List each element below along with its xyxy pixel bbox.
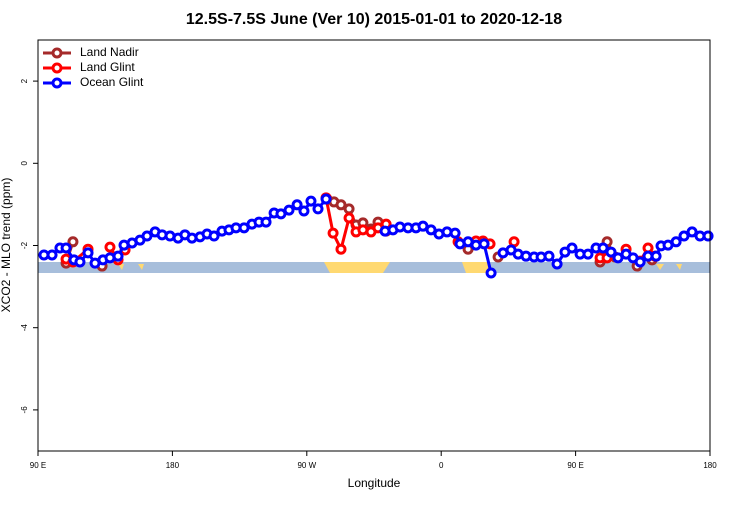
land-mask <box>38 262 710 273</box>
x-tick-label: 90 W <box>297 461 316 470</box>
data-point <box>678 230 690 242</box>
data-point <box>305 195 317 207</box>
legend-label: Land Nadir <box>80 45 139 59</box>
legend-marker <box>51 47 63 59</box>
land-region <box>462 262 490 273</box>
y-tick-label: 2 <box>20 78 29 83</box>
data-point <box>335 243 347 255</box>
data-point <box>82 247 94 259</box>
x-tick-label: 0 <box>439 461 444 470</box>
land-region <box>138 264 144 270</box>
data-point <box>283 204 295 216</box>
data-point <box>566 242 578 254</box>
data-point <box>67 236 79 248</box>
data-point <box>208 230 220 242</box>
land-region <box>324 262 390 273</box>
legend-marker <box>51 62 63 74</box>
data-point <box>343 203 355 215</box>
data-point <box>60 242 72 254</box>
data-point <box>104 241 116 253</box>
legend-marker <box>51 77 63 89</box>
y-axis-label: XCO2 - MLO trend (ppm) <box>0 178 13 313</box>
data-point <box>582 248 594 260</box>
data-point <box>605 246 617 258</box>
data-point <box>343 212 355 224</box>
data-point <box>485 267 497 279</box>
data-point <box>141 230 153 242</box>
data-point <box>46 249 58 261</box>
data-point <box>686 226 698 238</box>
x-tick-label: 180 <box>703 461 717 470</box>
data-point <box>634 256 646 268</box>
data-point <box>449 227 461 239</box>
chart-title: 12.5S-7.5S June (Ver 10) 2015-01-01 to 2… <box>186 11 562 28</box>
data-point <box>291 199 303 211</box>
data-point <box>597 242 609 254</box>
data-point <box>312 203 324 215</box>
x-tick-label: 90 E <box>30 461 46 470</box>
data-point <box>478 238 490 250</box>
data-point <box>670 236 682 248</box>
data-point <box>112 250 124 262</box>
data-point <box>335 199 347 211</box>
data-point <box>327 227 339 239</box>
y-tick-label: -4 <box>20 324 29 332</box>
data-point <box>650 250 662 262</box>
x-tick-label: 90 E <box>567 461 583 470</box>
data-point <box>425 224 437 236</box>
data-point <box>702 230 714 242</box>
y-tick-label: -2 <box>20 241 29 249</box>
land-region <box>676 264 682 270</box>
data-point <box>320 193 332 205</box>
data-point <box>551 258 563 270</box>
legend-label: Ocean Glint <box>80 75 144 89</box>
x-tick-label: 180 <box>166 461 180 470</box>
data-point <box>260 216 272 228</box>
data-point <box>74 256 86 268</box>
land-region <box>118 264 124 270</box>
legend-label: Land Glint <box>80 60 135 74</box>
y-tick-label: 0 <box>20 161 29 166</box>
y-tick-label: -6 <box>20 406 29 414</box>
plot-area <box>38 192 714 279</box>
data-point <box>543 250 555 262</box>
data-point <box>298 205 310 217</box>
x-axis-label: Longitude <box>348 476 401 490</box>
land-region <box>656 264 664 270</box>
